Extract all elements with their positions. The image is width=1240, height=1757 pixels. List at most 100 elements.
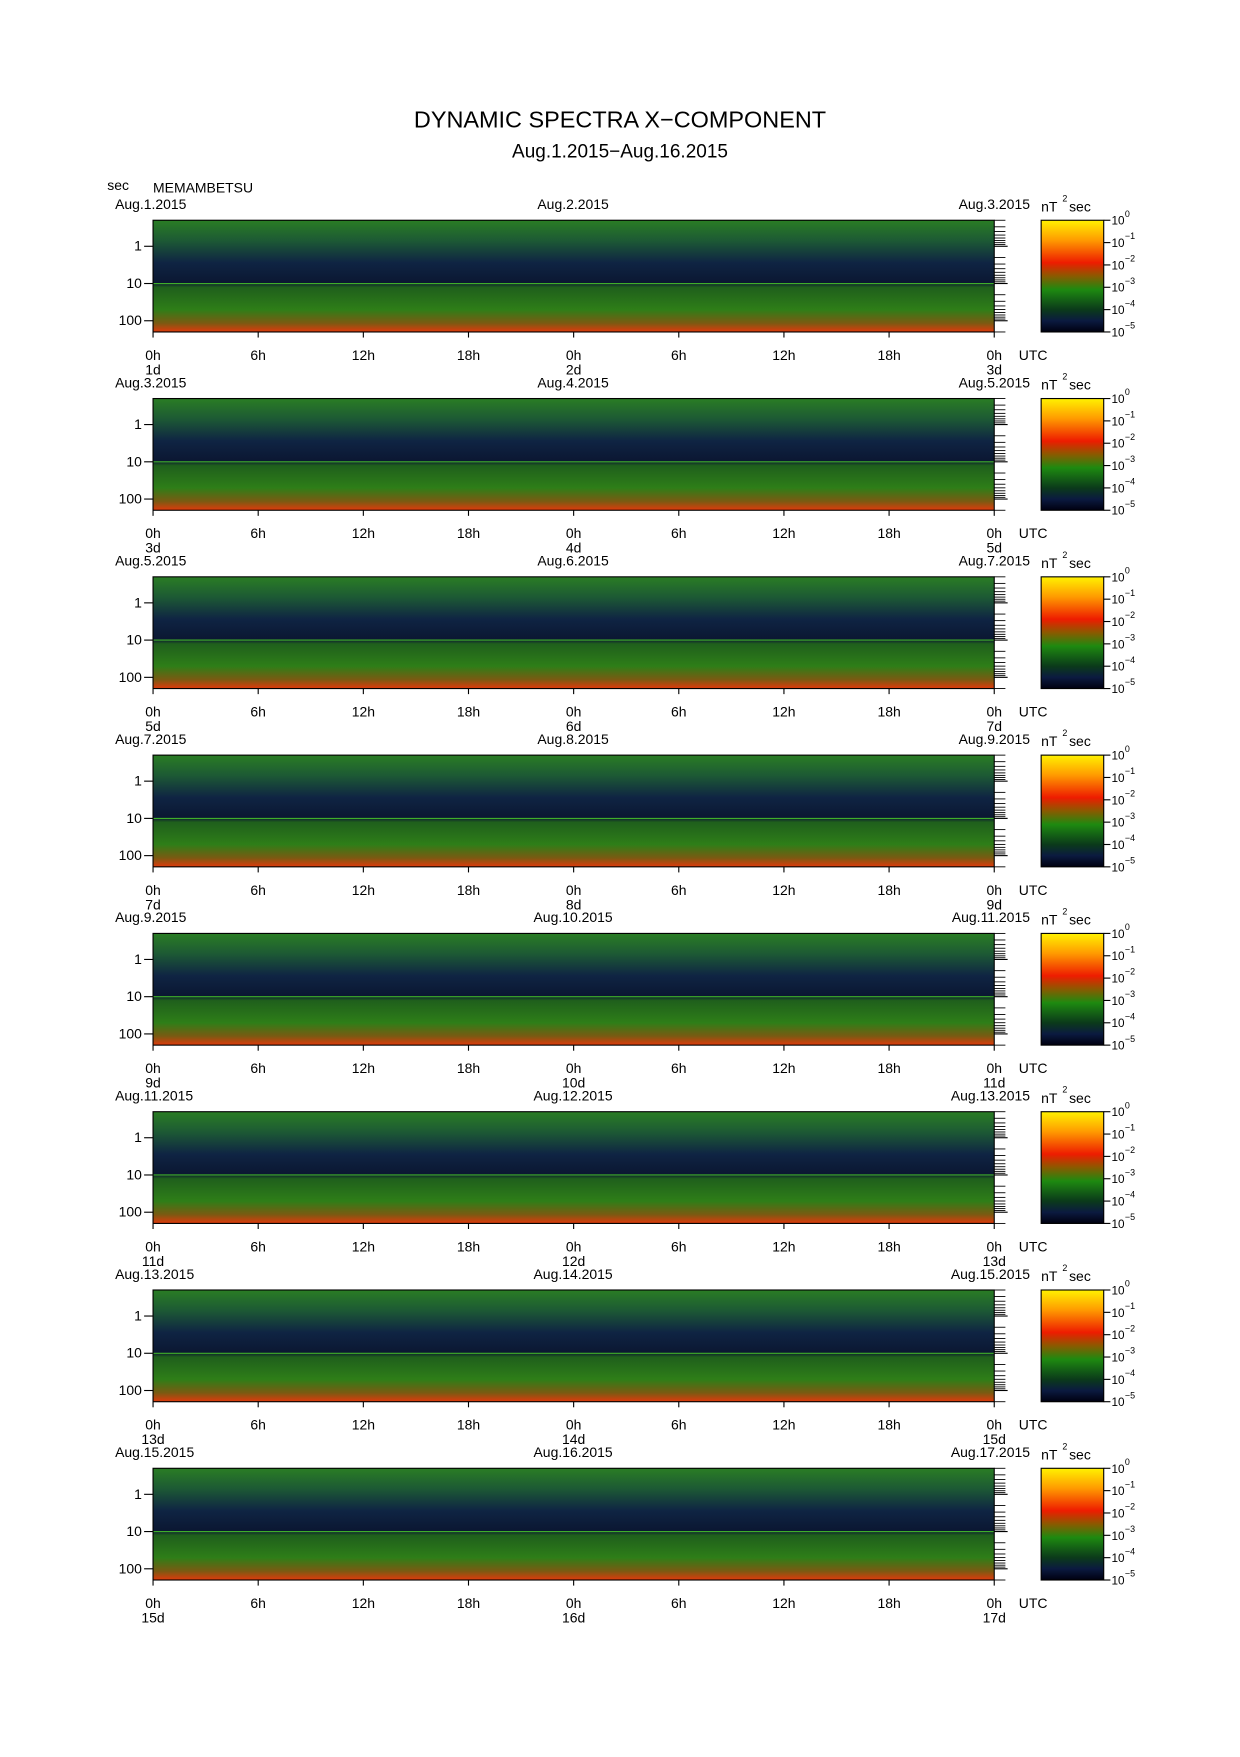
x-unit: UTC <box>1019 525 1048 541</box>
colorbar-tick-exponent: −2 <box>1125 610 1135 620</box>
x-tick-label: 12h <box>772 1060 795 1076</box>
x-tick-label: 12h <box>772 1595 795 1611</box>
day-label: 3d <box>986 361 1002 377</box>
x-tick-label: 12h <box>352 347 375 363</box>
day-label: 14d <box>562 1431 585 1447</box>
x-tick-label: 18h <box>457 1238 480 1254</box>
date-label: Aug.10.2015 <box>534 909 613 925</box>
day-label: 15d <box>983 1431 1006 1447</box>
day-label: 8d <box>566 896 582 912</box>
colorbar-units: nT <box>1041 1268 1058 1284</box>
spectrogram <box>153 220 995 332</box>
day-label: 12d <box>562 1253 585 1269</box>
title: DYNAMIC SPECTRA X−COMPONENT <box>414 107 826 133</box>
y-tick-label: 1 <box>134 594 142 610</box>
x-tick-label: 0h <box>145 882 161 898</box>
colorbar-units-tail: sec <box>1069 1268 1091 1284</box>
colorbar-tick-exponent: −2 <box>1125 1145 1135 1155</box>
colorbar-units-tail: sec <box>1069 198 1091 214</box>
colorbar <box>1040 1289 1105 1403</box>
y-tick-label: 10 <box>126 810 142 826</box>
x-tick-label: 6h <box>671 347 687 363</box>
colorbar-units-tail: sec <box>1069 1090 1091 1106</box>
spectrogram <box>153 1290 995 1402</box>
date-label: Aug.17.2015 <box>951 1444 1030 1460</box>
date-label: Aug.7.2015 <box>115 731 187 747</box>
colorbar <box>1040 932 1105 1046</box>
colorbar-tick-exponent: −1 <box>1125 1123 1135 1133</box>
x-tick-label: 0h <box>986 703 1002 719</box>
colorbar-tick-label: 10 <box>1112 1574 1126 1587</box>
colorbar-tick-label: 10 <box>1112 282 1126 295</box>
colorbar-tick-label: 10 <box>1112 1017 1126 1030</box>
x-tick-label: 12h <box>772 882 795 898</box>
x-tick-label: 6h <box>250 347 266 363</box>
day-label: 9d <box>145 1075 161 1091</box>
x-tick-label: 18h <box>877 1595 900 1611</box>
colorbar-units: nT <box>1041 911 1058 927</box>
y-axis-label: sec <box>107 177 129 193</box>
day-label: 4d <box>566 540 582 556</box>
colorbar-tick-exponent: −1 <box>1125 944 1135 954</box>
colorbar-tick-exponent: −1 <box>1125 231 1135 241</box>
colorbar <box>1040 219 1105 333</box>
date-label: Aug.15.2015 <box>115 1444 194 1460</box>
colorbar-tick-label: 10 <box>1112 594 1126 607</box>
day-label: 13d <box>983 1253 1006 1269</box>
colorbar-tick-label: 10 <box>1112 215 1126 228</box>
spectrogram <box>153 398 995 511</box>
day-label: 5d <box>986 540 1002 556</box>
day-label: 9d <box>986 896 1002 912</box>
colorbar-tick-exponent: −5 <box>1125 1034 1135 1044</box>
y-tick-label: 100 <box>119 847 143 863</box>
x-tick-label: 12h <box>352 1595 375 1611</box>
date-label: Aug.9.2015 <box>115 909 187 925</box>
day-label: 16d <box>562 1609 585 1625</box>
x-tick-label: 0h <box>986 1417 1002 1433</box>
colorbar-tick-label: 10 <box>1112 304 1126 317</box>
x-tick-label: 18h <box>877 882 900 898</box>
colorbar-tick-exponent: −1 <box>1125 588 1135 598</box>
y-tick-label: 1 <box>134 773 142 789</box>
y-tick-label: 10 <box>126 453 142 469</box>
colorbar-tick-label: 10 <box>1112 393 1126 406</box>
colorbar-tick-label: 10 <box>1112 1129 1126 1142</box>
y-tick-label: 100 <box>119 491 143 507</box>
day-label: 17d <box>983 1609 1006 1625</box>
colorbar-tick-exponent: −1 <box>1125 410 1135 420</box>
x-tick-label: 12h <box>352 1060 375 1076</box>
x-tick-label: 18h <box>877 1060 900 1076</box>
x-tick-label: 6h <box>671 1595 687 1611</box>
x-tick-label: 6h <box>671 1238 687 1254</box>
colorbar-tick-label: 10 <box>1112 1151 1126 1164</box>
y-tick-label: 10 <box>126 1166 142 1182</box>
spectrogram <box>153 1111 995 1224</box>
date-label: Aug.16.2015 <box>534 1444 613 1460</box>
colorbar-tick-exponent: −5 <box>1125 321 1135 331</box>
date-label: Aug.14.2015 <box>534 1266 613 1282</box>
x-tick-label: 6h <box>250 1238 266 1254</box>
x-tick-label: 0h <box>145 1595 161 1611</box>
colorbar-units: nT <box>1041 198 1058 214</box>
colorbar-tick-label: 10 <box>1112 995 1126 1008</box>
colorbar-units-tail: sec <box>1069 911 1091 927</box>
x-tick-label: 6h <box>250 525 266 541</box>
x-tick-label: 6h <box>671 882 687 898</box>
date-label: Aug.3.2015 <box>959 196 1031 212</box>
x-tick-label: 18h <box>877 525 900 541</box>
colorbar-tick-exponent: −4 <box>1125 1190 1135 1200</box>
x-tick-label: 6h <box>671 703 687 719</box>
colorbar-tick-label: 10 <box>1112 817 1126 830</box>
x-tick-label: 18h <box>457 1417 480 1433</box>
colorbar-tick-exponent: −5 <box>1125 855 1135 865</box>
colorbar-tick-label: 10 <box>1112 1463 1126 1476</box>
x-tick-label: 18h <box>457 1060 480 1076</box>
colorbar-tick-label: 10 <box>1112 1307 1126 1320</box>
colorbar-tick-label: 10 <box>1112 1284 1126 1297</box>
colorbar <box>1040 1111 1105 1224</box>
colorbar-tick-exponent: −4 <box>1125 655 1135 665</box>
colorbar-tick-exponent: −4 <box>1125 298 1135 308</box>
y-tick-label: 10 <box>126 1523 142 1539</box>
colorbar-tick-label: 10 <box>1112 259 1126 272</box>
y-tick-label: 1 <box>134 1307 142 1323</box>
